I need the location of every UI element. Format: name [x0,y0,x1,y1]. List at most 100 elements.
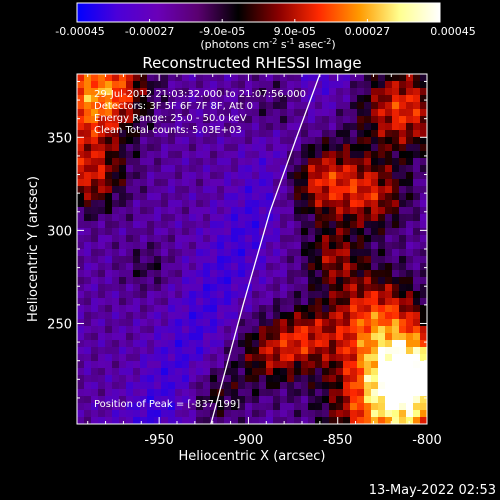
heatmap-cell [77,88,85,96]
heatmap-cell [154,214,162,222]
heatmap-cell [224,235,232,243]
heatmap-cell [364,298,372,306]
heatmap-cell [245,172,253,180]
heatmap-cell [406,179,414,187]
heatmap-cell [406,291,414,299]
heatmap-cell [84,319,92,327]
heatmap-cell [105,81,113,89]
heatmap-cell [196,389,204,397]
heatmap-cell [84,284,92,292]
heatmap-cell [399,403,407,411]
heatmap-image [77,74,427,424]
heatmap-cell [371,158,379,166]
heatmap-cell [119,354,127,362]
heatmap-cell [154,333,162,341]
heatmap-cell [210,172,218,180]
heatmap-cell [406,158,414,166]
heatmap-cell [336,179,344,187]
heatmap-cell [196,277,204,285]
heatmap-cell [413,256,421,264]
heatmap-cell [203,333,211,341]
heatmap-cell [84,151,92,159]
heatmap-cell [245,123,253,131]
heatmap-cell [210,354,218,362]
heatmap-cell [294,270,302,278]
heatmap-cell [182,263,190,271]
heatmap-cell [91,263,99,271]
heatmap-cell [182,228,190,236]
heatmap-cell [189,193,197,201]
heatmap-cell [203,123,211,131]
heatmap-cell [140,123,148,131]
heatmap-cell [399,207,407,215]
heatmap-cell [168,249,176,257]
heatmap-cell [280,298,288,306]
heatmap-cell [161,403,169,411]
heatmap-cell [161,284,169,292]
heatmap-cell [259,207,267,215]
heatmap-cell [182,116,190,124]
heatmap-cell [119,256,127,264]
heatmap-cell [168,179,176,187]
heatmap-cell [399,74,407,82]
heatmap-cell [322,172,330,180]
heatmap-cell [91,81,99,89]
heatmap-cell [224,200,232,208]
heatmap-cell [77,305,85,313]
heatmap-cell [308,396,316,404]
heatmap-cell [203,326,211,334]
heatmap-cell [217,95,225,103]
heatmap-cell [343,326,351,334]
heatmap-cell [273,228,281,236]
heatmap-cell [126,74,134,82]
heatmap-cell [133,368,141,376]
heatmap-cell [252,361,260,369]
heatmap-cell [280,382,288,390]
heatmap-cell [392,347,400,355]
heatmap-cell [280,305,288,313]
heatmap-cell [210,284,218,292]
heatmap-cell [266,326,274,334]
heatmap-cell [245,256,253,264]
heatmap-cell [392,109,400,117]
heatmap-cell [77,123,85,131]
heatmap-cell [245,270,253,278]
heatmap-cell [140,263,148,271]
heatmap-cell [133,382,141,390]
heatmap-cell [406,123,414,131]
heatmap-cell [406,242,414,250]
heatmap-cell [217,277,225,285]
heatmap-cell [168,312,176,320]
heatmap-cell [238,277,246,285]
heatmap-cell [224,158,232,166]
heatmap-cell [203,228,211,236]
heatmap-cell [364,221,372,229]
heatmap-cell [301,102,309,110]
heatmap-cell [273,347,281,355]
heatmap-cell [280,81,288,89]
heatmap-cell [420,186,427,194]
heatmap-cell [385,137,393,145]
heatmap-cell [154,193,162,201]
heatmap-cell [385,158,393,166]
heatmap-cell [77,193,85,201]
heatmap-cell [413,221,421,229]
heatmap-cell [175,214,183,222]
heatmap-cell [224,375,232,383]
heatmap-cell [210,116,218,124]
heatmap-cell [140,116,148,124]
heatmap-cell [168,130,176,138]
heatmap-cell [126,319,134,327]
heatmap-cell [196,186,204,194]
heatmap-cell [392,277,400,285]
heatmap-cell [252,165,260,173]
heatmap-cell [385,130,393,138]
heatmap-cell [77,158,85,166]
heatmap-cell [105,158,113,166]
heatmap-cell [287,235,295,243]
heatmap-cell [140,165,148,173]
heatmap-cell [385,291,393,299]
heatmap-cell [266,249,274,257]
heatmap-cell [273,207,281,215]
heatmap-cell [343,263,351,271]
